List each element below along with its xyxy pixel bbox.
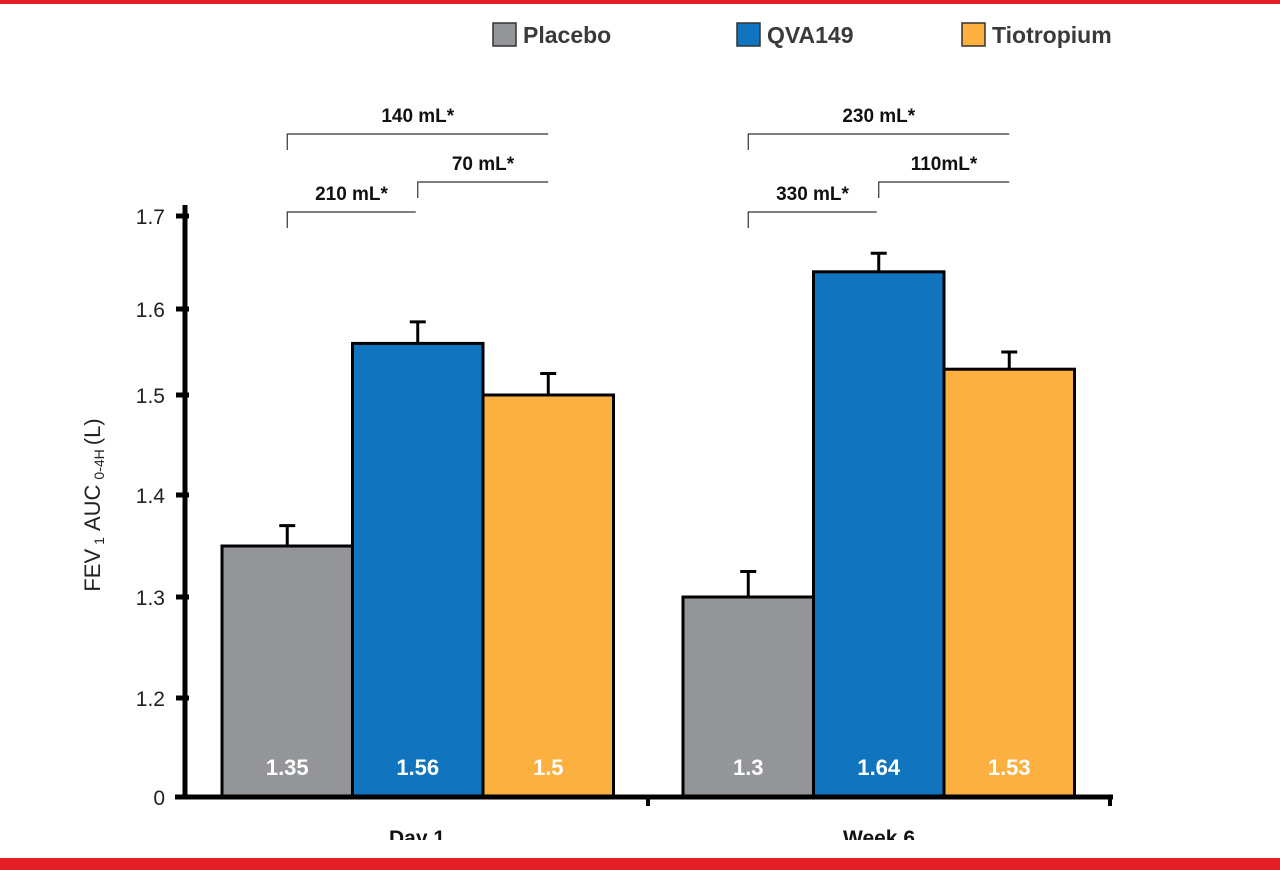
bottom-red-border	[0, 858, 1280, 870]
y-label-sub1: 1	[91, 537, 107, 545]
legend-swatch-placebo	[492, 22, 517, 47]
significance-label: 230 mL*	[842, 106, 915, 127]
legend-swatch-tiotropium	[961, 22, 986, 47]
y-tick-label: 0	[153, 787, 165, 810]
y-tick-label: 1.5	[136, 385, 165, 408]
legend-swatch-qva149	[736, 22, 761, 47]
x-category-label: Day 1	[389, 827, 445, 850]
y-tick-label: 1.4	[136, 485, 166, 508]
category-labels: Day 1 Week 6	[389, 827, 915, 850]
bar-qva149	[351, 341, 485, 799]
significance-label: 330 mL*	[776, 184, 849, 205]
bar-value-label: 1.3	[733, 755, 764, 780]
y-tick-label: 1.3	[136, 587, 165, 610]
y-label-main: FEV	[80, 549, 105, 592]
bar-value-label: 1.64	[857, 755, 901, 780]
y-label-sub2: 0-4H	[91, 449, 107, 479]
y-tick-label: 1.2	[136, 688, 165, 711]
significance-label: 70 mL*	[452, 154, 515, 175]
significance-label: 140 mL*	[381, 106, 454, 127]
bar-placebo	[220, 544, 354, 799]
bar-value-label: 1.53	[988, 755, 1031, 780]
bar-tiotropium	[942, 367, 1076, 799]
y-label-unit: (L)	[80, 418, 105, 445]
x-category-label: Week 6	[843, 827, 915, 850]
significance-bracket	[286, 133, 549, 150]
significance-bracket	[878, 181, 1010, 198]
bar-value-label: 1.56	[396, 755, 439, 780]
bar-value-label: 1.5	[533, 755, 564, 780]
bar-placebo	[681, 595, 815, 799]
bar-qva149	[812, 270, 946, 799]
significance-bracket	[747, 133, 1010, 150]
legend: Placebo QVA149 Tiotropium	[492, 22, 1112, 48]
legend-label-placebo: Placebo	[523, 22, 611, 48]
significance-label: 110mL*	[911, 154, 978, 175]
significance-brackets: 140 mL* 70 mL* 210 mL* 230 mL* 110mL* 330 mL*	[286, 106, 1010, 228]
bar-tiotropium	[481, 393, 615, 799]
legend-label-qva149: QVA149	[767, 22, 854, 48]
top-red-border	[0, 0, 1280, 4]
y-tick-label: 1.6	[136, 299, 165, 322]
bars: 1.35 1.56 1.5 1.3 1.64 1.53	[220, 251, 1076, 799]
y-tick-label: 1.7	[136, 206, 165, 229]
significance-bracket	[286, 211, 416, 228]
significance-bracket	[747, 211, 877, 228]
axes: 0 1.2 1.3 1.4 1.5 1.6 1.7 Day 1 Week 6	[136, 205, 1113, 850]
significance-label: 210 mL*	[315, 184, 388, 205]
bar-value-label: 1.35	[266, 755, 309, 780]
legend-label-tiotropium: Tiotropium	[992, 22, 1112, 48]
y-axis-label: FEV 1 AUC 0-4H (L)	[80, 418, 107, 591]
y-label-mid: AUC	[80, 484, 105, 531]
significance-bracket	[417, 181, 549, 198]
